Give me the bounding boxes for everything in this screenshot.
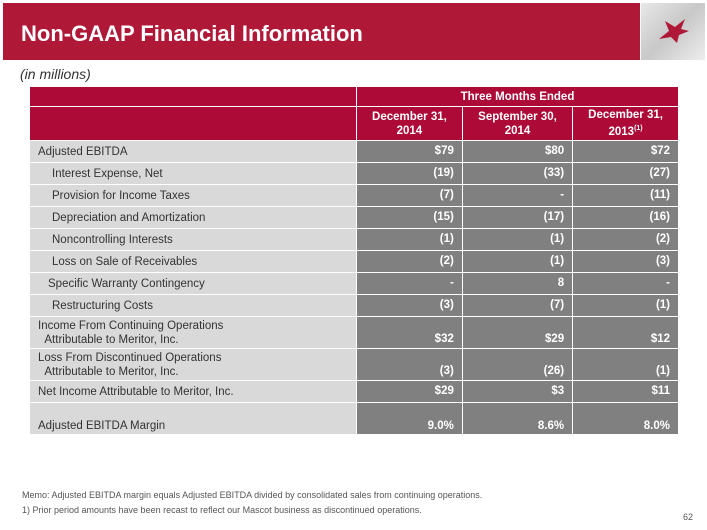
row-label: Adjusted EBITDA Margin xyxy=(29,402,357,435)
cell-value: (16) xyxy=(572,206,679,229)
table-row: Loss on Sale of Receivables (2) (1) (3) xyxy=(29,250,679,273)
table-row: Interest Expense, Net (19) (33) (27) xyxy=(29,162,679,185)
cell-value: (3) xyxy=(572,250,679,273)
cell-value: - xyxy=(461,184,574,207)
column-header: December 31, 2013(1) xyxy=(572,106,679,141)
cell-value: 8 xyxy=(461,272,574,295)
table-row: Noncontrolling Interests (1) (1) (2) xyxy=(29,228,679,251)
table-row: Income From Continuing Operations Attrib… xyxy=(29,316,679,349)
cell-value: $72 xyxy=(572,140,679,163)
units-note: (in millions) xyxy=(20,66,91,82)
title-banner: Non-GAAP Financial Information xyxy=(3,3,640,60)
cell-value: 8.0% xyxy=(572,402,679,435)
cell-value: $3 xyxy=(461,380,574,403)
table-row: Restructuring Costs (3) (7) (1) xyxy=(29,294,679,317)
cell-value: (27) xyxy=(572,162,679,185)
row-label: Depreciation and Amortization xyxy=(29,206,357,229)
table-row: Adjusted EBITDA Margin 9.0% 8.6% 8.0% xyxy=(29,402,679,435)
cell-value: (3) xyxy=(356,294,463,317)
footnote: 1) Prior period amounts have been recast… xyxy=(22,505,422,515)
row-label: Loss on Sale of Receivables xyxy=(29,250,357,273)
cell-value: (1) xyxy=(461,228,574,251)
page-number: 62 xyxy=(682,512,693,522)
cell-value: (17) xyxy=(461,206,574,229)
cell-value: - xyxy=(572,272,679,295)
cell-value: $32 xyxy=(356,316,463,349)
cell-value: 9.0% xyxy=(356,402,463,435)
cell-value: (26) xyxy=(461,348,574,381)
row-label: Provision for Income Taxes xyxy=(29,184,357,207)
table-row: Net Income Attributable to Meritor, Inc.… xyxy=(29,380,679,403)
column-header: September 30, 2014 xyxy=(461,106,574,141)
cell-value: (3) xyxy=(356,348,463,381)
column-header: December 31, 2014 xyxy=(356,106,463,141)
page-title: Non-GAAP Financial Information xyxy=(21,21,363,46)
row-label: Specific Warranty Contingency xyxy=(29,272,357,295)
cell-value: (1) xyxy=(572,294,679,317)
group-header: Three Months Ended xyxy=(356,86,679,107)
cell-value: (2) xyxy=(356,250,463,273)
cell-value: (7) xyxy=(356,184,463,207)
cell-value: $79 xyxy=(356,140,463,163)
cell-value: 8.6% xyxy=(461,402,574,435)
table-row: Depreciation and Amortization (15) (17) (16… xyxy=(29,206,679,229)
cell-value: (2) xyxy=(572,228,679,251)
cell-value: (33) xyxy=(461,162,574,185)
cell-value: (11) xyxy=(572,184,679,207)
cell-value: $80 xyxy=(461,140,574,163)
cell-value: (7) xyxy=(461,294,574,317)
cell-value: (1) xyxy=(572,348,679,381)
bull-logo-icon xyxy=(659,19,689,43)
cell-value: (1) xyxy=(461,250,574,273)
row-label: Noncontrolling Interests xyxy=(29,228,357,251)
row-label: Income From Continuing Operations Attrib… xyxy=(29,316,357,349)
row-label: Restructuring Costs xyxy=(29,294,357,317)
cell-value: $29 xyxy=(356,380,463,403)
table-row: Provision for Income Taxes (7) - (11) xyxy=(29,184,679,207)
header-blank xyxy=(29,86,357,107)
cell-value: $12 xyxy=(572,316,679,349)
row-label: Adjusted EBITDA xyxy=(29,140,357,163)
memo-text: Memo: Adjusted EBITDA margin equals Adju… xyxy=(22,490,483,500)
table-row: Loss From Discontinued Operations Attrib… xyxy=(29,348,679,381)
row-label: Loss From Discontinued Operations Attrib… xyxy=(29,348,357,381)
row-label: Net Income Attributable to Meritor, Inc. xyxy=(29,380,357,403)
table-row: Specific Warranty Contingency -8- xyxy=(29,272,679,295)
cell-value: (19) xyxy=(356,162,463,185)
company-logo xyxy=(641,3,705,60)
cell-value: $29 xyxy=(461,316,574,349)
cell-value: $11 xyxy=(572,380,679,403)
table-row: Adjusted EBITDA $79 $80 $72 xyxy=(29,140,679,163)
cell-value: - xyxy=(356,272,463,295)
header-blank xyxy=(29,106,357,141)
financial-table: Three Months Ended December 31, 2014 Sept… xyxy=(29,86,679,435)
row-label: Interest Expense, Net xyxy=(29,162,357,185)
cell-value: (15) xyxy=(356,206,463,229)
cell-value: (1) xyxy=(356,228,463,251)
